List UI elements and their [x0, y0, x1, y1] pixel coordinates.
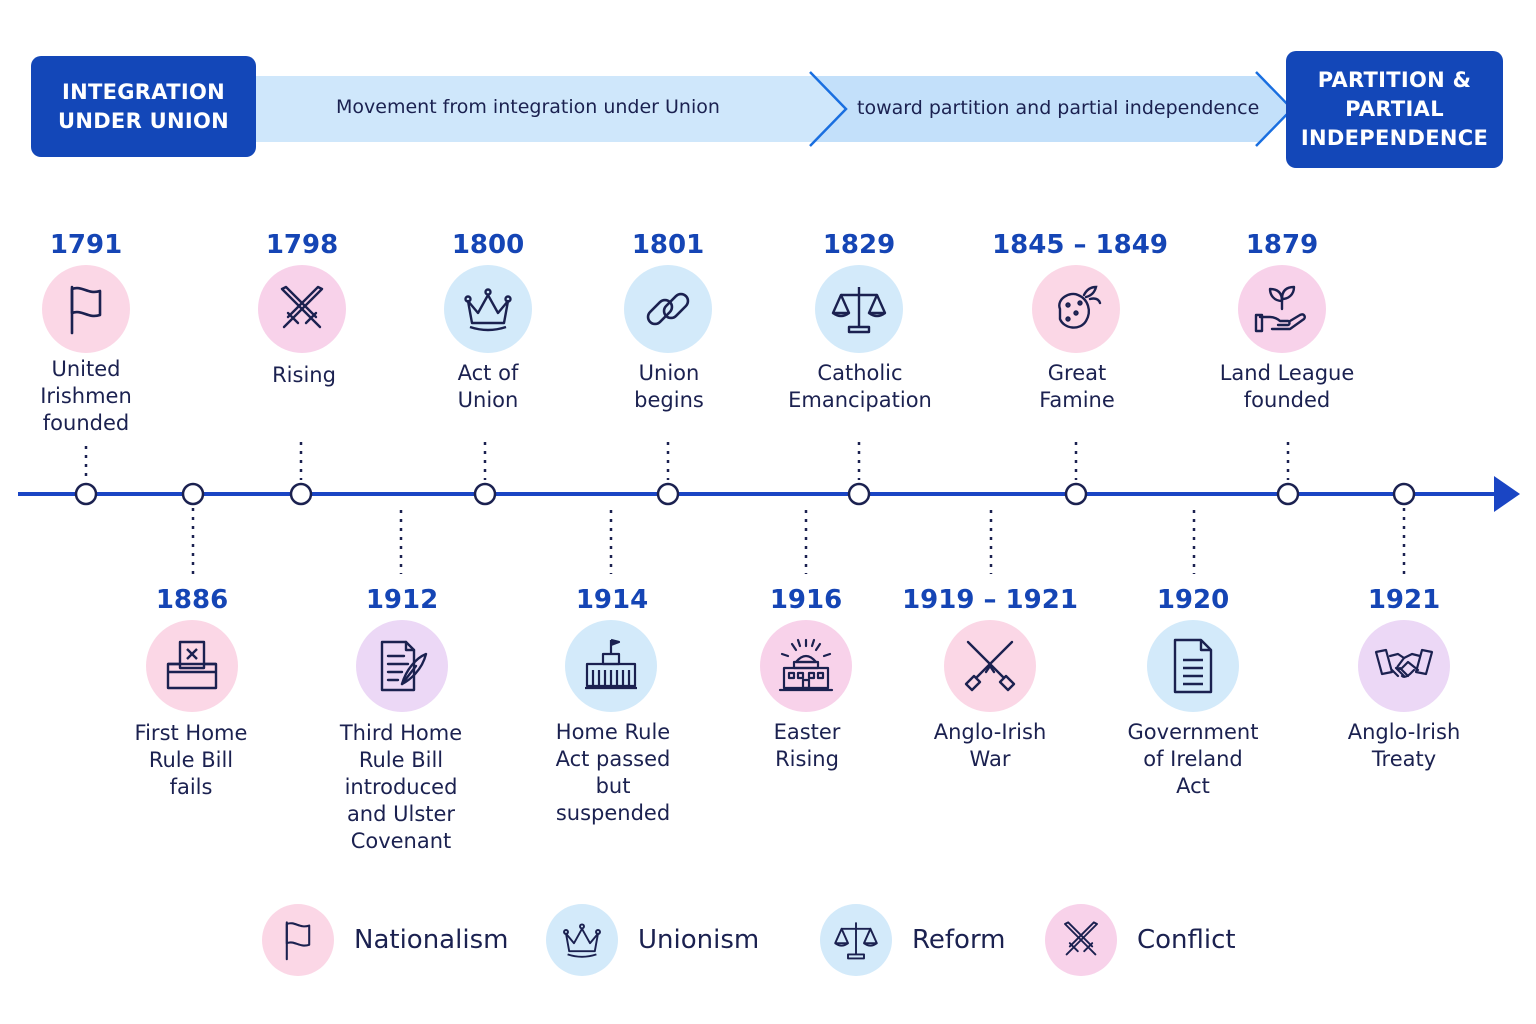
event-icon-circle	[42, 265, 130, 353]
timeline-node	[1276, 482, 1300, 506]
event-year: 1791	[49, 230, 123, 260]
event-icon-circle	[356, 620, 448, 712]
timeline-node	[1392, 482, 1416, 506]
timeline-node	[74, 482, 98, 506]
timeline-node	[181, 482, 205, 506]
crossed-swords-icon	[1064, 921, 1098, 956]
event-label: United Irishmen founded	[40, 357, 132, 435]
event-year: 1801	[631, 230, 705, 260]
legend-icon-circle	[262, 904, 334, 976]
partition-box: PARTITION & PARTIAL INDEPENDENCE	[1286, 51, 1503, 168]
event-year: 1921	[1367, 585, 1441, 615]
flag-icon	[70, 285, 102, 335]
event-icon-circle	[565, 620, 657, 712]
event-year: 1919 – 1921	[902, 585, 1078, 615]
rising-building-icon	[778, 638, 834, 692]
timeline-node	[656, 482, 680, 506]
legend-item-unionism: Unionism	[546, 904, 759, 976]
event-label: Union begins	[634, 361, 704, 412]
timeline-node	[473, 482, 497, 506]
event-icon-circle	[258, 265, 346, 353]
scales-icon	[834, 922, 878, 960]
legend-label: Reform	[912, 925, 1006, 955]
event-icon-circle	[760, 620, 852, 712]
event-year: 1912	[365, 585, 439, 615]
event-label: Land League founded	[1219, 361, 1355, 412]
event-label: Anglo-Irish War	[933, 720, 1047, 771]
integration-box: INTEGRATION UNDER UNION	[31, 56, 256, 157]
event-icon-circle	[815, 265, 903, 353]
document-quill-icon	[380, 640, 428, 692]
legend-label: Unionism	[638, 925, 760, 955]
event-year: 1879	[1245, 230, 1319, 260]
event-year: 1886	[155, 585, 229, 615]
legend-icon-circle	[546, 904, 618, 976]
event-icon-circle	[1032, 265, 1120, 353]
event-icon-circle	[444, 265, 532, 353]
timeline-node	[847, 482, 871, 506]
handshake-icon	[1374, 648, 1434, 678]
arrow-text-integration: Movement from integration under Union	[336, 96, 720, 118]
event-year: 1798	[265, 230, 339, 260]
event-icon-circle	[1358, 620, 1450, 712]
legend-item-nationalism: Nationalism	[262, 904, 508, 976]
event-label: Easter Rising	[773, 720, 841, 771]
event-label: Great Famine	[1039, 361, 1115, 412]
chain-link-icon	[646, 292, 690, 326]
legend-icon-circle	[1045, 904, 1117, 976]
crown-icon	[464, 288, 512, 332]
event-year: 1800	[451, 230, 525, 260]
potato-icon	[1058, 285, 1102, 329]
hand-sprout-icon	[1254, 285, 1306, 333]
event-label: First Home Rule Bill fails	[134, 721, 248, 799]
parliament-icon	[585, 638, 637, 690]
document-icon	[1173, 638, 1213, 694]
event-label: Government of Ireland Act	[1127, 720, 1259, 798]
legend-item-reform: Reform	[820, 904, 1006, 976]
event-label: Act of Union	[457, 361, 519, 412]
crown-icon	[563, 923, 601, 958]
event-year: 1920	[1156, 585, 1230, 615]
event-icon-circle	[624, 265, 712, 353]
progression-arrow	[250, 71, 1294, 147]
flag-icon	[285, 921, 311, 961]
timeline-axis	[18, 440, 1520, 574]
ballot-box-icon	[166, 640, 218, 690]
timeline-node	[1064, 482, 1088, 506]
legend-label: Conflict	[1137, 925, 1236, 955]
event-year: 1914	[575, 585, 649, 615]
legend-label: Nationalism	[354, 925, 509, 955]
event-year: 1916	[769, 585, 843, 615]
event-year: 1845 – 1849	[992, 230, 1168, 260]
event-icon-circle	[1238, 265, 1326, 353]
event-label: Home Rule Act passed but suspended	[555, 720, 671, 825]
event-icon-circle	[944, 620, 1036, 712]
crossed-swords-icon	[280, 285, 324, 329]
event-icon-circle	[146, 620, 238, 712]
event-label: Rising	[272, 363, 336, 387]
event-label: Anglo-Irish Treaty	[1347, 720, 1461, 771]
legend-icon-circle	[820, 904, 892, 976]
event-icon-circle	[1147, 620, 1239, 712]
arrow-text-partition: toward partition and partial independenc…	[857, 97, 1260, 119]
scales-icon	[831, 287, 887, 334]
event-label: Third Home Rule Bill introduced and Ulst…	[339, 721, 463, 853]
event-label: Catholic Emancipation	[788, 361, 932, 412]
legend-item-conflict: Conflict	[1045, 904, 1236, 976]
event-year: 1829	[822, 230, 896, 260]
timeline-node	[289, 482, 313, 506]
crossed-rifles-icon	[964, 640, 1016, 692]
